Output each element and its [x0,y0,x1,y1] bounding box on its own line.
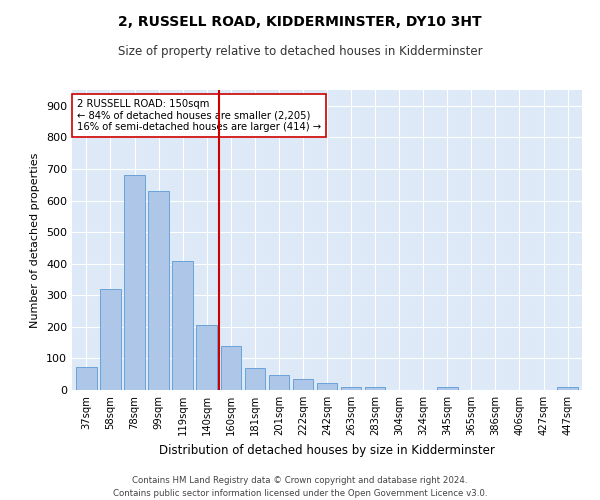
Bar [317,383,337,390]
Y-axis label: Number of detached properties: Number of detached properties [31,152,40,328]
Bar [341,386,361,390]
Text: 2, RUSSELL ROAD, KIDDERMINSTER, DY10 3HT: 2, RUSSELL ROAD, KIDDERMINSTER, DY10 3HT [118,15,482,29]
Bar [124,176,145,390]
Text: Contains public sector information licensed under the Open Government Licence v3: Contains public sector information licen… [113,488,487,498]
Text: 2 RUSSELL ROAD: 150sqm
← 84% of detached houses are smaller (2,205)
16% of semi-: 2 RUSSELL ROAD: 150sqm ← 84% of detached… [77,99,321,132]
Bar [221,346,241,390]
Bar [293,379,313,390]
Bar [172,260,193,390]
Bar [100,289,121,390]
Bar [245,368,265,390]
Bar [148,191,169,390]
Bar [365,388,385,390]
Bar [269,375,289,390]
Text: Contains HM Land Registry data © Crown copyright and database right 2024.: Contains HM Land Registry data © Crown c… [132,476,468,485]
Bar [76,368,97,390]
Text: Size of property relative to detached houses in Kidderminster: Size of property relative to detached ho… [118,45,482,58]
Bar [437,387,458,390]
Bar [557,388,578,390]
X-axis label: Distribution of detached houses by size in Kidderminster: Distribution of detached houses by size … [159,444,495,456]
Bar [196,324,217,390]
